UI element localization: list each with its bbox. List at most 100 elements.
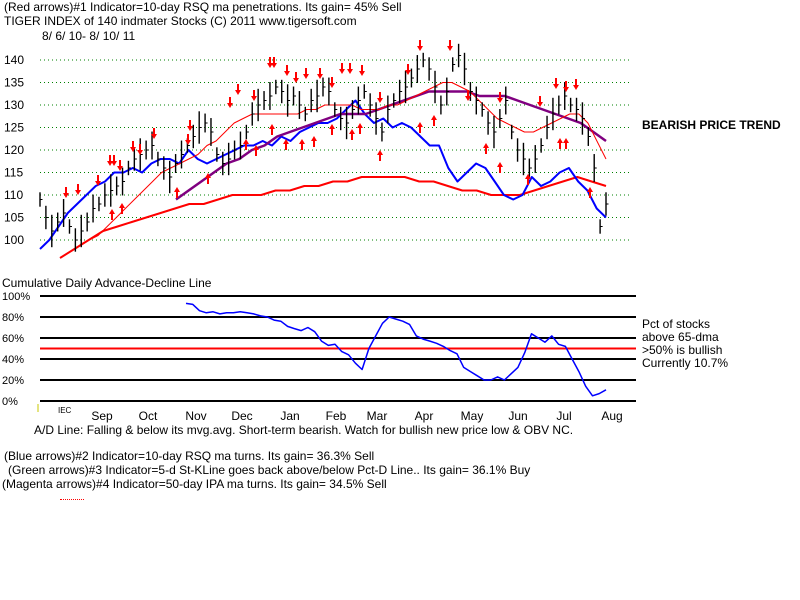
buy-arrow [417, 122, 423, 133]
sell-arrow [553, 78, 559, 89]
buy-arrow [109, 209, 115, 220]
sell-arrow [251, 90, 257, 101]
price-y-tick-label: 140 [4, 53, 24, 67]
buy-arrow [299, 139, 305, 150]
month-tick-label: Jan [280, 409, 299, 423]
trend-label: BEARISH PRICE TREND [642, 118, 781, 132]
pct-y-tick-label: 40% [2, 354, 24, 366]
sell-arrow [75, 184, 81, 195]
buy-arrow [174, 187, 180, 198]
sell-arrow [317, 68, 323, 79]
sell-arrow [377, 92, 383, 103]
buy-arrow [311, 136, 317, 147]
sell-arrow [267, 57, 273, 68]
price-y-tick-label: 135 [4, 76, 24, 90]
buy-arrow [119, 203, 125, 214]
buy-arrow [483, 143, 489, 154]
sell-arrow [235, 84, 241, 95]
pct-line-path [185, 302, 607, 397]
sell-arrow [95, 175, 101, 186]
buy-arrow [525, 174, 531, 185]
pct-note-4: Currently 10.7% [642, 356, 729, 370]
price-y-tick-label: 110 [4, 188, 23, 202]
buy-arrow [377, 150, 383, 161]
buy-arrow [431, 115, 437, 126]
sell-arrow [227, 97, 233, 108]
month-tick-labels: Sep Oct Nov Dec Jan Feb Mar Apr May Jun Jul Aug IEC [37, 404, 623, 423]
month-tick-label: Apr [415, 409, 434, 423]
sell-arrow [329, 77, 335, 88]
sell-arrow [537, 96, 543, 107]
signal-arrows [63, 40, 593, 220]
price-y-tick-labels: 100 105 110 115 120 125 130 135 140 [4, 53, 24, 247]
price-y-tick-label: 130 [4, 98, 24, 112]
month-tick-label: Oct [139, 409, 158, 423]
sell-arrow [359, 65, 365, 76]
month-tick-label: Mar [367, 409, 388, 423]
pct-above-65dma-line [185, 302, 607, 397]
sell-arrow [187, 120, 193, 131]
sell-arrow [271, 57, 277, 68]
ad-label-fragment: IEC [58, 406, 72, 415]
buy-arrow [329, 124, 335, 135]
price-y-tick-label: 120 [4, 143, 24, 157]
ad-line-path [39, 99, 607, 250]
pct-y-tick-label: 60% [2, 333, 24, 345]
sell-arrow [339, 63, 345, 74]
dotted-marker [60, 499, 84, 500]
indicator-1-caption: (Red arrows)#1 Indicator=10-day RSQ ma p… [4, 0, 402, 14]
price-y-tick-label: 100 [4, 233, 24, 247]
month-tick-label: Jun [508, 409, 527, 423]
sell-arrow [447, 40, 453, 51]
buy-arrow [497, 162, 503, 173]
pct-note-3: >50% is bullish [642, 343, 723, 357]
sell-arrow [465, 90, 471, 101]
price-bars [39, 43, 609, 252]
sell-arrow [130, 141, 136, 152]
buy-arrow [563, 138, 569, 149]
sell-arrow [111, 155, 117, 166]
buy-arrow [243, 139, 249, 150]
sell-arrow [573, 79, 579, 90]
sell-arrow [63, 187, 69, 198]
pct-note-2: above 65-dma [642, 330, 719, 344]
sell-arrow [137, 144, 143, 155]
fast-moving-average [79, 82, 607, 245]
indicator-2-caption: (Blue arrows)#2 Indicator=10-day RSQ ma … [4, 449, 375, 463]
ad-line-note: A/D Line: Falling & below its mvg.avg. S… [34, 423, 574, 437]
price-y-tick-label: 115 [4, 166, 23, 180]
pct-grid [40, 295, 636, 402]
sell-arrow [151, 128, 157, 139]
sell-arrow [417, 40, 423, 51]
sell-arrow [405, 64, 411, 75]
ad-line-caption: Cumulative Daily Advance-Decline Line [2, 276, 212, 290]
indicator-3-caption: (Green arrows)#3 Indicator=5-d St-KLine … [8, 463, 531, 477]
month-tick-label: Dec [231, 409, 252, 423]
ad-line-moving-average [59, 176, 607, 259]
index-title: TIGER INDEX of 140 indmater Stocks (C) 2… [4, 14, 357, 28]
pct-y-tick-label: 100% [2, 291, 30, 303]
buy-arrow [557, 138, 563, 149]
ad-line [39, 99, 607, 250]
pct-y-tick-label: 20% [2, 375, 24, 387]
buy-arrow [253, 145, 259, 156]
buy-arrow [587, 187, 593, 198]
sell-arrow [107, 155, 113, 166]
buy-arrow [283, 139, 289, 150]
sell-arrow [117, 160, 123, 171]
sell-arrow [347, 63, 353, 74]
price-y-tick-label: 105 [4, 211, 24, 225]
pct-y-tick-label: 80% [2, 312, 24, 324]
fast-ma-line [79, 82, 607, 245]
buy-arrow [269, 124, 275, 135]
month-tick-label: Aug [601, 409, 622, 423]
price-grid [40, 59, 632, 241]
pct-note-1: Pct of stocks [642, 317, 711, 331]
sell-arrow [284, 65, 290, 76]
buy-arrow [205, 173, 211, 184]
date-range: 8/ 6/ 10- 8/ 10/ 11 [42, 29, 136, 43]
price-y-tick-label: 125 [4, 121, 24, 135]
sell-arrow [185, 134, 191, 145]
sell-arrow [563, 81, 569, 92]
